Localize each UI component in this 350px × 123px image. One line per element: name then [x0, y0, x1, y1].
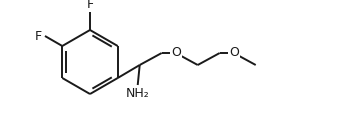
Text: NH₂: NH₂ — [126, 87, 149, 100]
Text: F: F — [86, 0, 93, 11]
Text: F: F — [35, 30, 42, 43]
Text: O: O — [229, 46, 239, 60]
Text: O: O — [171, 46, 181, 60]
